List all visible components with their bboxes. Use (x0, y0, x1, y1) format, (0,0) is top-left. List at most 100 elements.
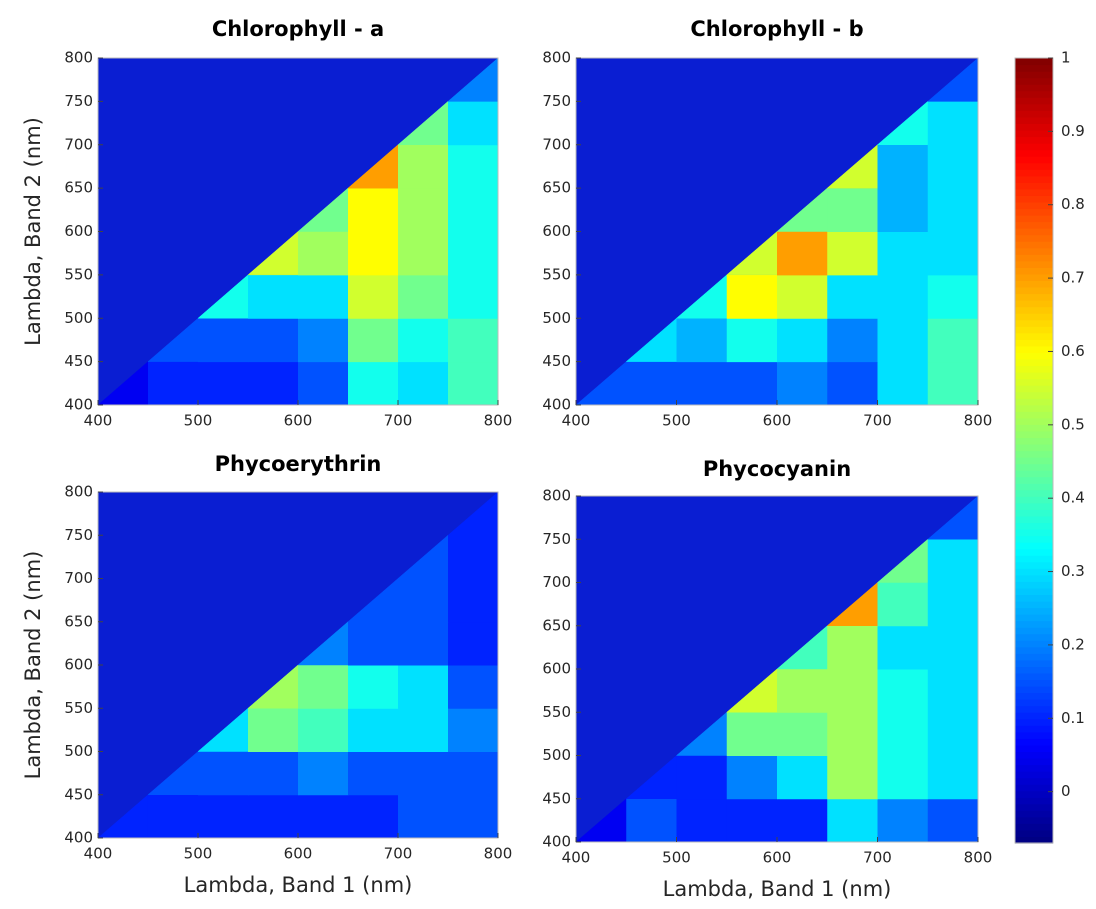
heatmap-cell (348, 318, 399, 363)
colorbar-segment (1015, 535, 1053, 543)
heatmap-cell (448, 101, 499, 146)
colorbar-segment (1015, 764, 1053, 772)
colorbar-segment (1015, 365, 1053, 373)
heatmap-cell (348, 621, 399, 666)
heatmap-cell (198, 318, 249, 363)
colorbar-tick-label: 0.1 (1061, 709, 1085, 727)
colorbar-segment (1015, 489, 1053, 497)
heatmap-cell (877, 361, 929, 406)
y-tick-label: 450 (64, 352, 93, 370)
colorbar-segment (1015, 476, 1053, 484)
colorbar-segment (1015, 215, 1053, 223)
y-tick-label: 550 (542, 703, 571, 721)
heatmap-cell (198, 361, 249, 406)
heatmap-cell (927, 188, 979, 232)
colorbar-segment (1015, 254, 1053, 262)
colorbar-segment (1015, 699, 1053, 707)
x-tick-label: 700 (863, 849, 892, 867)
heatmap-cell (877, 625, 929, 670)
colorbar-tick-label: 0.3 (1061, 562, 1085, 580)
heatmap-cell (877, 231, 929, 276)
colorbar-segment (1015, 404, 1053, 412)
heatmap-cell (198, 751, 249, 796)
y-tick-label: 700 (64, 569, 93, 587)
y-axis-label: Lambda, Band 2 (nm) (21, 551, 45, 780)
heatmap-cell (298, 708, 349, 752)
colorbar-segment (1015, 319, 1053, 327)
heatmap-cell (927, 582, 979, 627)
heatmap-cell (298, 665, 349, 709)
y-tick-label: 550 (542, 265, 571, 283)
heatmap-cell (676, 798, 728, 843)
colorbar-segment (1015, 666, 1053, 674)
colorbar-segment (1015, 208, 1053, 216)
colorbar-segment (1015, 823, 1053, 831)
heatmap-cell (298, 361, 349, 406)
colorbar-segment (1015, 424, 1053, 432)
colorbar-segment (1015, 470, 1053, 478)
heatmap-cell (348, 794, 399, 839)
heatmap-cell (448, 361, 499, 406)
colorbar-segment (1015, 443, 1053, 452)
heatmap-cell (626, 798, 677, 843)
x-tick-label: 400 (84, 845, 113, 863)
colorbar-segment (1015, 829, 1053, 838)
colorbar-segment (1015, 574, 1053, 582)
colorbar-segment (1015, 679, 1053, 687)
x-tick-label: 600 (763, 849, 792, 867)
colorbar-segment (1015, 705, 1053, 713)
heatmap-cell (148, 361, 199, 406)
x-axis-label: Lambda, Band 1 (nm) (663, 877, 892, 901)
colorbar-segment (1015, 836, 1053, 844)
colorbar-segment (1015, 358, 1053, 367)
x-tick-label: 600 (763, 412, 792, 430)
colorbar-segment (1015, 149, 1053, 157)
colorbar-segment (1015, 273, 1053, 282)
heatmap-cell (448, 535, 499, 579)
heatmap-cell (877, 712, 929, 756)
heatmap-cell (298, 794, 349, 839)
y-tick-label: 450 (64, 785, 93, 803)
colorbar-segment (1015, 280, 1053, 288)
colorbar-segment (1015, 790, 1053, 798)
heatmap-cell (448, 578, 499, 623)
heatmap-cell (398, 665, 449, 709)
colorbar-segment (1015, 502, 1053, 510)
colorbar-segment (1015, 731, 1053, 739)
colorbar-segment (1015, 555, 1053, 563)
heatmap-cell (676, 361, 728, 406)
y-tick-label: 400 (542, 833, 571, 851)
heatmap-cell (777, 755, 828, 800)
heatmap-cell (877, 144, 929, 189)
colorbar-segment (1015, 267, 1053, 275)
heatmap-cell (777, 231, 828, 276)
x-tick-label: 700 (384, 845, 413, 863)
colorbar-segment (1015, 430, 1053, 439)
heatmap-cell (927, 798, 979, 843)
colorbar-segment (1015, 71, 1053, 79)
y-tick-label: 500 (542, 309, 571, 327)
heatmap-cell (726, 712, 778, 756)
heatmap-cell (777, 361, 828, 406)
y-tick-label: 400 (64, 396, 93, 414)
heatmap-cell (448, 231, 499, 276)
heatmap-cell (877, 318, 929, 363)
colorbar-segment (1015, 143, 1053, 151)
y-tick-label: 500 (542, 746, 571, 764)
x-tick-label: 800 (484, 845, 513, 863)
colorbar-segment (1015, 653, 1053, 661)
colorbar-segment (1015, 97, 1053, 105)
heatmap-cell (877, 755, 929, 800)
colorbar-segment (1015, 313, 1053, 321)
y-tick-label: 550 (64, 265, 93, 283)
colorbar-segment (1015, 103, 1053, 111)
heatmap-cell (148, 794, 199, 839)
heatmap-cell (927, 625, 979, 670)
colorbar-segment (1015, 594, 1053, 602)
y-tick-label: 450 (542, 352, 571, 370)
colorbar-segment (1015, 228, 1053, 236)
colorbar-segment (1015, 450, 1053, 458)
colorbar-segment (1015, 542, 1053, 550)
heatmap-cell (298, 274, 349, 319)
heatmap-cell (398, 274, 449, 319)
